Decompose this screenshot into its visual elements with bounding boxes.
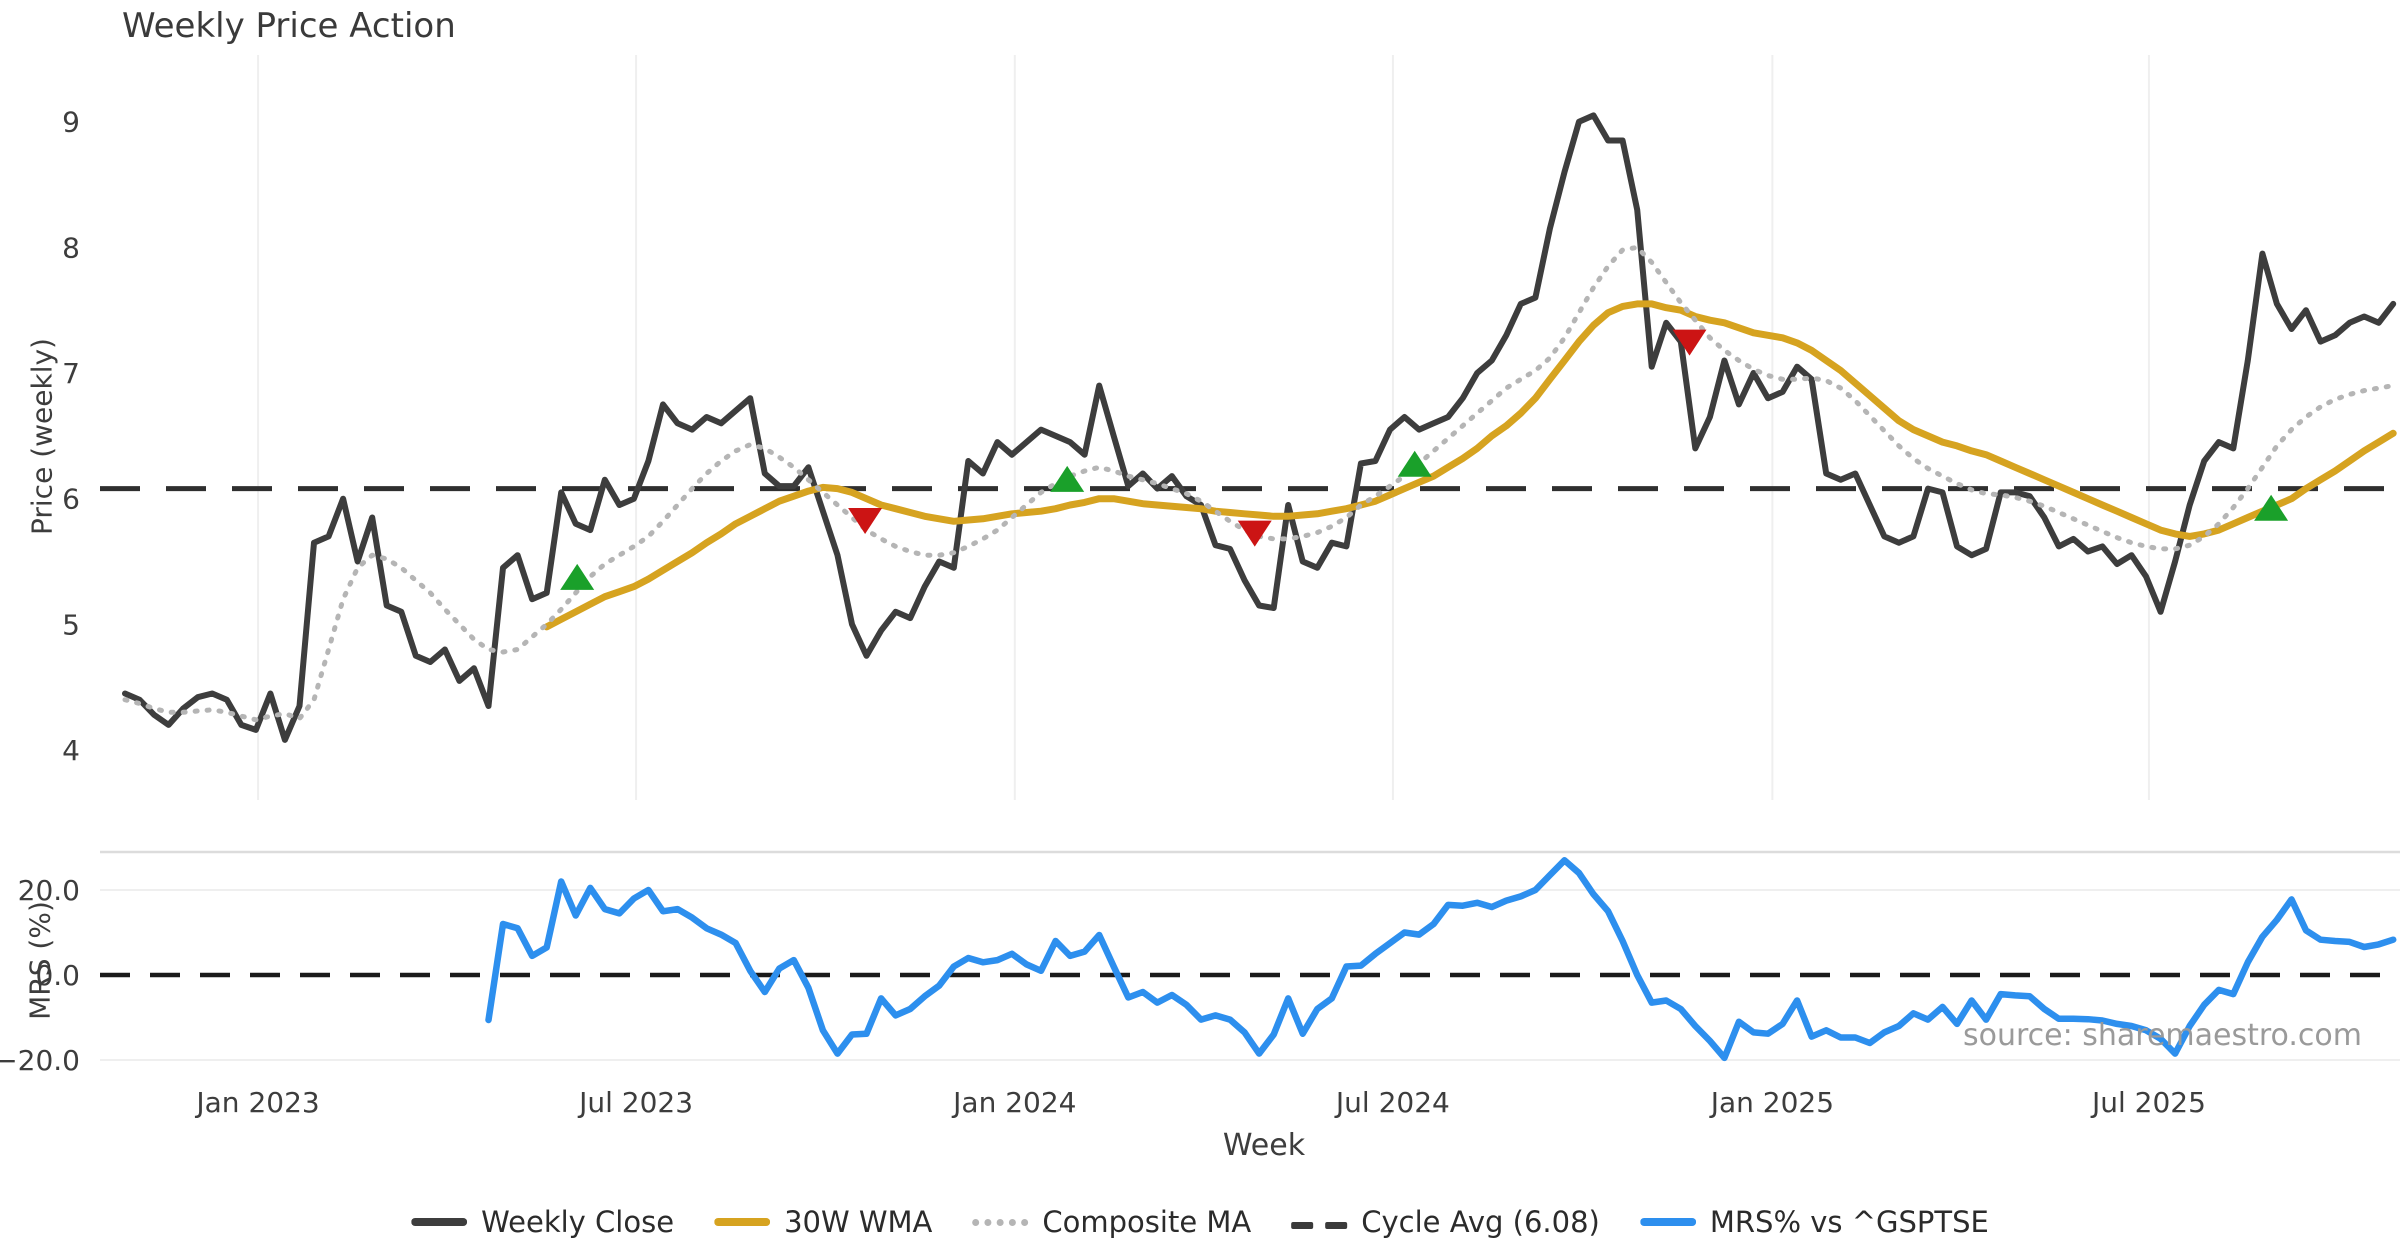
- legend-label: MRS% vs ^GSPTSE: [1709, 1205, 1989, 1239]
- legend-label: Cycle Avg (6.08): [1361, 1205, 1600, 1239]
- price-ytick-label: 9: [62, 106, 80, 139]
- sell-signal-marker: [848, 508, 883, 535]
- x-tick-label: Jan 2025: [1709, 1086, 1834, 1119]
- x-axis-label: Week: [1222, 1128, 1306, 1163]
- weekly-close-line: [122, 112, 2397, 743]
- legend-swatch-solid: [714, 1218, 771, 1226]
- legend: Weekly Close 30W WMA Composite MA Cycle Avg…: [411, 1205, 1989, 1239]
- legend-item-30w-wma[interactable]: 30W WMA: [714, 1205, 932, 1239]
- price-ytick-label: 8: [62, 231, 80, 264]
- x-tick-label: Jul 2025: [2090, 1086, 2206, 1119]
- legend-item-weekly-close[interactable]: Weekly Close: [411, 1205, 674, 1239]
- legend-item-cycle-avg-6-08[interactable]: Cycle Avg (6.08): [1291, 1205, 1600, 1239]
- price-ytick-label: 7: [62, 357, 80, 390]
- price-ytick-label: 6: [62, 483, 80, 516]
- price-ytick-label: 4: [62, 734, 80, 767]
- page-title: Weekly Price Action: [122, 6, 456, 46]
- legend-swatch-solid: [411, 1218, 468, 1226]
- buy-signal-marker: [1050, 465, 1085, 492]
- legend-item-mrs-vs-gsptse[interactable]: MRS% vs ^GSPTSE: [1639, 1205, 1989, 1239]
- buy-signal-marker: [2254, 494, 2289, 521]
- wma-line: [543, 300, 2397, 631]
- x-tick-label: Jul 2024: [1334, 1086, 1450, 1119]
- source-note: source: sharemaestro.com: [1963, 1018, 2362, 1053]
- mrs-line: [485, 857, 2397, 1062]
- buy-signal-marker: [560, 563, 595, 590]
- sell-signal-marker: [1237, 520, 1272, 547]
- x-tick-label: Jul 2023: [577, 1086, 693, 1119]
- x-tick-label: Jan 2023: [194, 1086, 319, 1119]
- legend-item-composite-ma[interactable]: Composite MA: [972, 1205, 1251, 1239]
- mrs-ytick-label: −20.0: [0, 1044, 80, 1077]
- legend-swatch-dotted: [972, 1218, 1029, 1226]
- legend-label: Weekly Close: [481, 1205, 675, 1239]
- mrs-ytick-label: 20.0: [18, 874, 80, 907]
- x-tick-label: Jan 2024: [951, 1086, 1076, 1119]
- legend-label: Composite MA: [1042, 1205, 1252, 1239]
- buy-signal-marker: [1397, 450, 1432, 477]
- legend-swatch-solid: [1639, 1218, 1696, 1226]
- mrs-ytick-label: 0.0: [35, 959, 80, 992]
- legend-label: 30W WMA: [784, 1205, 933, 1239]
- sell-signal-marker: [1672, 329, 1707, 356]
- price-ytick-label: 5: [62, 608, 80, 641]
